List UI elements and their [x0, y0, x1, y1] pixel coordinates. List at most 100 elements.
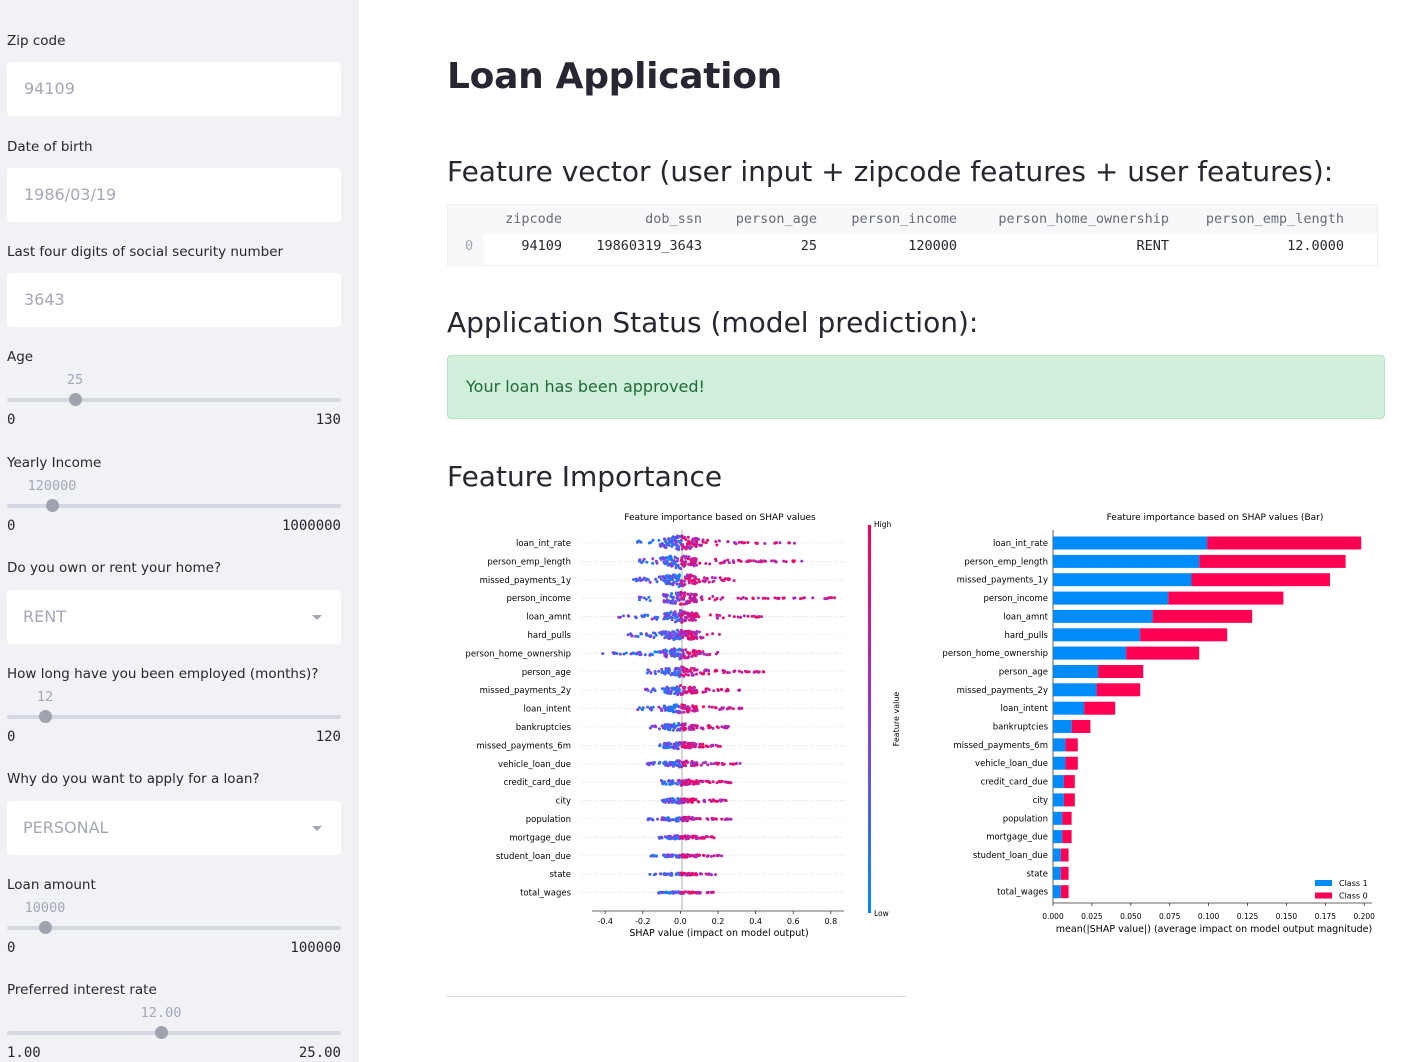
shap-point [674, 566, 678, 570]
shap-point [668, 818, 672, 822]
slider-thumb[interactable] [39, 710, 52, 723]
shap-point [675, 619, 679, 623]
slider-track[interactable] [7, 1031, 341, 1035]
shap-point [689, 853, 693, 857]
shap-point [681, 704, 685, 707]
column-header[interactable]: person_income [851, 211, 957, 227]
shap-point [739, 615, 743, 619]
column-header[interactable]: person_home_ownership [998, 211, 1169, 227]
shap-point [701, 540, 705, 544]
shap-bar-chart: Feature importance based on SHAP values … [942, 513, 1375, 935]
slider-thumb[interactable] [46, 499, 59, 512]
shap-point [679, 673, 683, 677]
bar-segment [1053, 536, 1208, 550]
slider-track[interactable] [7, 504, 341, 508]
shap-point [713, 598, 717, 602]
ssn-input[interactable]: 3643 [7, 273, 341, 327]
shap-point [683, 727, 687, 731]
category-label: person_emp_length [964, 557, 1048, 567]
slider-thumb[interactable] [39, 921, 52, 934]
column-header[interactable]: person_emp_length [1205, 211, 1344, 227]
table-cell[interactable]: 120000 [908, 238, 957, 254]
shap-point [637, 578, 640, 582]
shap-point [677, 566, 681, 570]
shap-point [662, 537, 666, 541]
shap-point [695, 542, 699, 546]
slider-track[interactable] [7, 926, 341, 930]
zip-input[interactable]: 94109 [7, 62, 341, 116]
shap-point [671, 649, 675, 652]
shap-point [679, 615, 683, 619]
shap-point [684, 759, 688, 763]
shap-point [640, 614, 644, 618]
table-cell[interactable]: 25 [800, 238, 817, 254]
shap-point [667, 637, 671, 641]
colorbar-low-label: Low [874, 909, 889, 918]
shap-point [697, 853, 701, 857]
emp-slider[interactable]: 12 0 120 [7, 689, 341, 745]
shap-point [773, 596, 777, 600]
income-slider[interactable]: 120000 0 1000000 [7, 478, 341, 534]
shap-point [738, 688, 742, 692]
rate-slider[interactable]: 12.00 1.00 25.00 [7, 1005, 341, 1061]
column-header[interactable]: person_age [735, 211, 817, 227]
shap-point [691, 559, 695, 563]
column-header[interactable]: dob_ssn [645, 211, 702, 227]
slider-track[interactable] [7, 398, 341, 402]
chevron-down-icon[interactable] [312, 615, 322, 620]
table-cell[interactable]: 12.0000 [1287, 238, 1344, 254]
shap-point [695, 630, 699, 633]
shap-point [690, 616, 694, 620]
feature-vector-table[interactable]: zipcode dob_ssn person_age person_income… [447, 204, 1378, 267]
shap-point [685, 631, 688, 635]
shap-point [708, 798, 712, 802]
age-slider[interactable]: 25 0 130 [7, 372, 341, 428]
slider-thumb[interactable] [69, 393, 82, 406]
shap-point [737, 706, 741, 710]
slider-thumb[interactable] [155, 1026, 168, 1039]
dob-input[interactable]: 1986/03/19 [7, 168, 341, 222]
sidebar: Zip code 94109 Date of birth 1986/03/19 … [0, 0, 359, 1062]
chevron-down-icon[interactable] [312, 826, 322, 831]
shap-point [682, 710, 686, 714]
shap-point [756, 670, 760, 674]
shap-point [726, 558, 730, 562]
shap-point [694, 581, 698, 585]
shap-point [732, 615, 736, 619]
slider-max: 130 [315, 412, 341, 428]
table-cell[interactable]: RENT [1136, 238, 1169, 254]
slider-track[interactable] [7, 715, 341, 719]
shap-point [707, 669, 710, 672]
table-cell[interactable]: 19860319_3643 [596, 238, 702, 254]
shap-point [672, 630, 676, 634]
shap-beeswarm-chart: Feature importance based on SHAP values … [465, 513, 901, 939]
loan-intent-select[interactable]: PERSONAL [7, 801, 341, 855]
shap-point [680, 596, 684, 600]
shap-point [663, 835, 667, 839]
shap-point [662, 872, 666, 876]
rate-label: Preferred interest rate [7, 982, 157, 998]
shap-point [680, 871, 684, 875]
bar-segment [1060, 885, 1069, 899]
shap-point [640, 632, 643, 636]
slider-min: 0 [7, 412, 16, 428]
shap-point [654, 633, 658, 637]
shap-point [679, 584, 683, 588]
shap-point [733, 541, 737, 545]
amount-slider[interactable]: 10000 0 100000 [7, 900, 341, 956]
shap-point [710, 873, 713, 877]
feature-label: student_loan_due [496, 852, 571, 862]
shap-point [663, 855, 667, 859]
shap-point [705, 633, 709, 636]
home-ownership-select[interactable]: RENT [7, 590, 341, 644]
shap-point [685, 817, 689, 821]
emp-label: How long have you been employed (months)… [7, 666, 319, 682]
shap-point [729, 817, 733, 821]
shap-point [693, 618, 697, 622]
table-cell[interactable]: 94109 [521, 238, 562, 254]
shap-point [699, 726, 703, 730]
shap-point [651, 762, 655, 766]
shap-point [638, 576, 642, 580]
shap-point [698, 836, 702, 840]
column-header[interactable]: zipcode [505, 211, 562, 227]
